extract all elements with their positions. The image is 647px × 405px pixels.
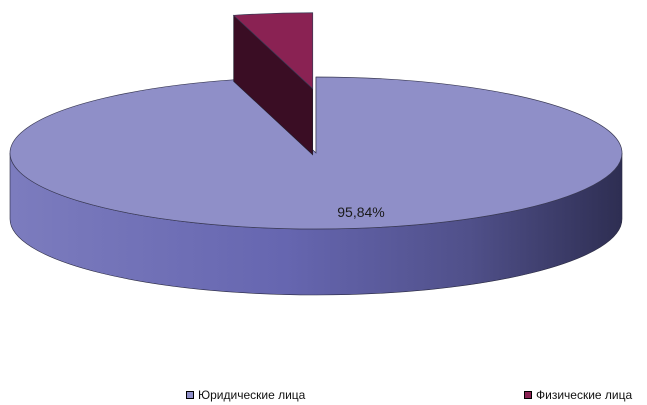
pie-slices — [9, 12, 623, 296]
pie-data-labels: 95,84%4,16% — [337, 204, 384, 220]
legend-swatch-individuals — [524, 391, 532, 399]
legend-item-individuals: Физические лица — [524, 388, 632, 402]
legend-label-legal-entities: Юридические лица — [198, 388, 306, 402]
pie-slice-top-individuals — [232, 12, 314, 90]
legend-label-individuals: Физические лица — [536, 388, 633, 402]
chart-legend: Юридические лица Физические лица — [0, 388, 647, 405]
legend-item-legal-entities: Юридические лица — [186, 388, 305, 402]
pie-slice-legal-entities — [9, 76, 623, 296]
pie-slice-individuals — [232, 12, 314, 156]
data-label-legal-entities: 95,84% — [337, 204, 384, 220]
pie-slice-top-legal-entities — [9, 76, 623, 230]
legend-swatch-legal-entities — [186, 391, 194, 399]
